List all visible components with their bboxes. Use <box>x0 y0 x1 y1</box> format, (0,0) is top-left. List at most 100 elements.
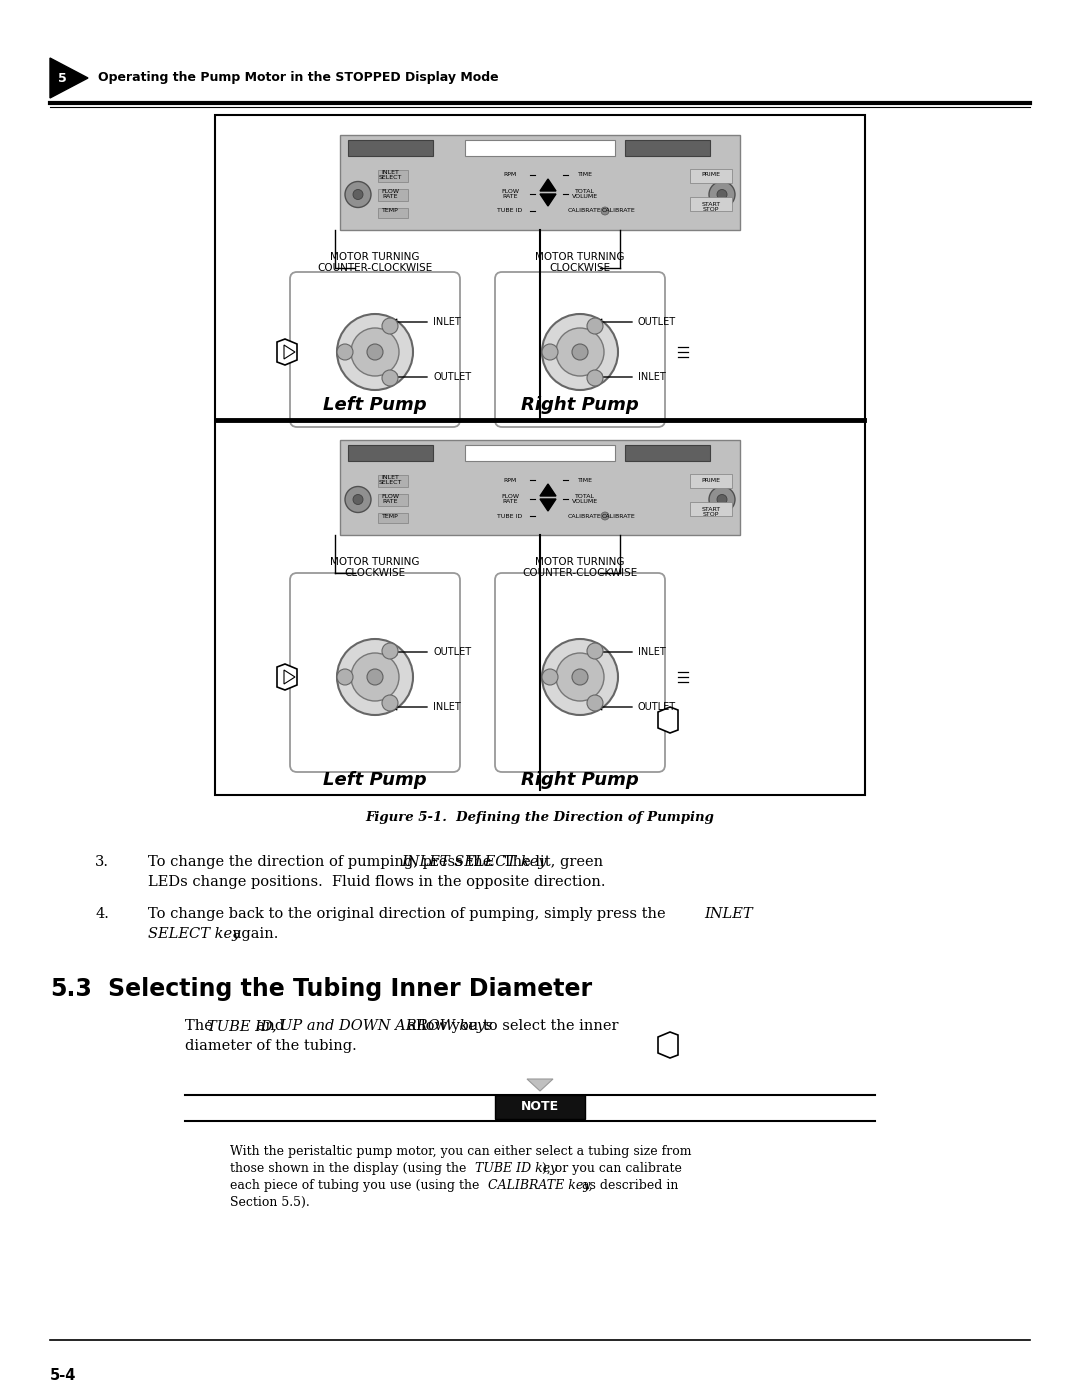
Text: Right Pump: Right Pump <box>522 395 639 414</box>
Circle shape <box>351 652 399 701</box>
Polygon shape <box>540 179 556 191</box>
Bar <box>625 446 710 461</box>
Text: COUNTER-CLOCKWISE: COUNTER-CLOCKWISE <box>523 569 637 578</box>
Text: Figure 5-1.  Defining the Direction of Pumping: Figure 5-1. Defining the Direction of Pu… <box>365 810 715 823</box>
Bar <box>690 502 732 515</box>
Text: Section 5.5).: Section 5.5). <box>230 1196 310 1208</box>
Text: MOTOR TURNING: MOTOR TURNING <box>330 557 420 567</box>
Text: Operating the Pump Motor in the STOPPED Display Mode: Operating the Pump Motor in the STOPPED … <box>98 71 499 84</box>
Text: START
STOP: START STOP <box>701 201 720 212</box>
Bar <box>378 208 408 218</box>
Text: INLET
SELECT: INLET SELECT <box>378 169 402 180</box>
FancyBboxPatch shape <box>495 573 665 773</box>
Circle shape <box>572 669 588 685</box>
Circle shape <box>556 328 604 376</box>
Text: Left Pump: Left Pump <box>323 771 427 789</box>
Text: INLET: INLET <box>433 703 461 712</box>
Text: TOTAL
VOLUME: TOTAL VOLUME <box>572 189 598 200</box>
Text: TIME: TIME <box>578 172 593 177</box>
Text: INLET SELECT key: INLET SELECT key <box>401 855 546 869</box>
Circle shape <box>337 638 413 715</box>
Text: The: The <box>185 1018 217 1032</box>
Text: TIME: TIME <box>578 478 593 482</box>
Text: 5-4: 5-4 <box>50 1368 77 1383</box>
Circle shape <box>588 370 603 386</box>
Text: TUBE ID: TUBE ID <box>498 514 523 518</box>
Polygon shape <box>50 59 87 98</box>
Circle shape <box>542 344 558 360</box>
Bar <box>378 170 408 182</box>
Text: OUTLET: OUTLET <box>638 703 676 712</box>
Text: and: and <box>253 1018 289 1032</box>
Text: START
STOP: START STOP <box>701 507 720 517</box>
Bar <box>378 495 408 506</box>
Text: To change back to the original direction of pumping, simply press the: To change back to the original direction… <box>148 907 671 921</box>
Text: RPM: RPM <box>503 172 516 177</box>
Text: INLET: INLET <box>704 907 753 921</box>
Text: TUBE ID: TUBE ID <box>498 208 523 214</box>
Text: TEMP: TEMP <box>381 208 399 214</box>
Circle shape <box>367 344 383 360</box>
Circle shape <box>367 669 383 685</box>
Polygon shape <box>658 707 678 733</box>
Text: NOTE: NOTE <box>521 1101 559 1113</box>
Circle shape <box>600 511 609 520</box>
Bar <box>495 1095 585 1119</box>
Text: With the peristaltic pump motor, you can either select a tubing size from: With the peristaltic pump motor, you can… <box>230 1146 691 1158</box>
Text: INLET: INLET <box>638 647 665 657</box>
Polygon shape <box>540 499 556 511</box>
Polygon shape <box>540 194 556 205</box>
Circle shape <box>708 486 735 513</box>
Text: CLOCKWISE: CLOCKWISE <box>345 569 406 578</box>
Polygon shape <box>276 339 297 365</box>
Text: 3.: 3. <box>95 855 109 869</box>
Circle shape <box>542 314 618 390</box>
Bar <box>340 440 740 535</box>
Text: OUTLET: OUTLET <box>433 647 471 657</box>
Circle shape <box>542 638 618 715</box>
Circle shape <box>382 694 399 711</box>
Text: again.: again. <box>228 928 279 942</box>
Circle shape <box>337 314 413 390</box>
Text: as described in: as described in <box>578 1179 678 1192</box>
Text: To change the direction of pumping, press the: To change the direction of pumping, pres… <box>148 855 496 869</box>
Text: TUBE ID key: TUBE ID key <box>475 1162 557 1175</box>
Circle shape <box>600 207 609 215</box>
Text: each piece of tubing you use (using the: each piece of tubing you use (using the <box>230 1179 484 1192</box>
Text: those shown in the display (using the: those shown in the display (using the <box>230 1162 471 1175</box>
Circle shape <box>708 182 735 208</box>
Text: CALIBRATE key,: CALIBRATE key, <box>488 1179 593 1192</box>
Bar <box>340 136 740 231</box>
Text: MOTOR TURNING: MOTOR TURNING <box>536 557 624 567</box>
Text: TUBE ID,: TUBE ID, <box>207 1018 278 1032</box>
Circle shape <box>717 495 727 504</box>
Circle shape <box>382 319 399 334</box>
Circle shape <box>351 328 399 376</box>
Text: 5: 5 <box>57 71 66 84</box>
Bar <box>690 197 732 211</box>
Text: RPM: RPM <box>503 478 516 482</box>
Text: INLET
SELECT: INLET SELECT <box>378 475 402 485</box>
Text: Right Pump: Right Pump <box>522 771 639 789</box>
Text: SELECT key: SELECT key <box>148 928 241 942</box>
Bar <box>465 140 615 156</box>
Circle shape <box>717 190 727 200</box>
Text: .  The lit, green: . The lit, green <box>489 855 603 869</box>
Circle shape <box>353 495 363 504</box>
Text: allow you to select the inner: allow you to select the inner <box>404 1018 619 1032</box>
Text: INLET: INLET <box>433 317 461 327</box>
Polygon shape <box>540 483 556 496</box>
Bar <box>378 475 408 488</box>
Text: LEDs change positions.  Fluid flows in the opposite direction.: LEDs change positions. Fluid flows in th… <box>148 875 606 888</box>
Bar <box>465 446 615 461</box>
Text: FLOW
RATE: FLOW RATE <box>381 493 399 504</box>
Bar <box>348 140 433 156</box>
Circle shape <box>556 652 604 701</box>
Text: diameter of the tubing.: diameter of the tubing. <box>185 1039 356 1053</box>
Bar <box>690 169 732 183</box>
Circle shape <box>337 669 353 685</box>
Bar <box>378 513 408 522</box>
Text: OUTLET: OUTLET <box>638 317 676 327</box>
Text: 5.3: 5.3 <box>50 977 92 1002</box>
Polygon shape <box>527 1078 553 1091</box>
